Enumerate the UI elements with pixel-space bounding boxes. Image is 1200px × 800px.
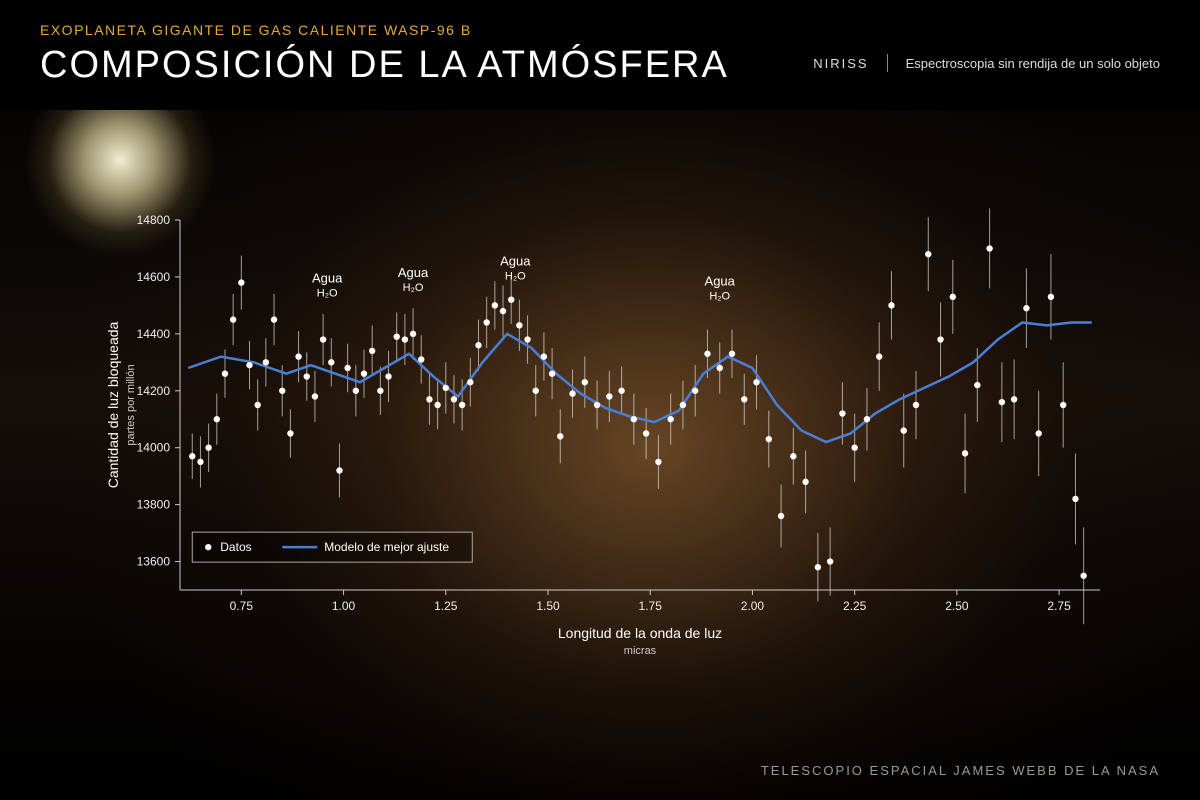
svg-text:1.75: 1.75 bbox=[639, 599, 663, 613]
header-divider bbox=[887, 54, 888, 72]
svg-text:14200: 14200 bbox=[137, 384, 171, 398]
svg-text:1.50: 1.50 bbox=[536, 599, 560, 613]
svg-text:Longitud de la onda de luz: Longitud de la onda de luz bbox=[558, 625, 722, 641]
svg-text:Cantidad de luz bloqueada: Cantidad de luz bloqueada bbox=[105, 321, 121, 488]
header-title: COMPOSICIÓN DE LA ATMÓSFERA bbox=[40, 44, 729, 87]
svg-text:1.00: 1.00 bbox=[332, 599, 356, 613]
instrument-label: NIRISS bbox=[813, 56, 868, 71]
footer-credit: TELESCOPIO ESPACIAL JAMES WEBB DE LA NAS… bbox=[761, 763, 1160, 778]
svg-text:partes por millón: partes por millón bbox=[125, 364, 137, 445]
svg-text:14400: 14400 bbox=[137, 327, 171, 341]
svg-text:Agua: Agua bbox=[500, 254, 531, 269]
svg-text:14000: 14000 bbox=[137, 441, 171, 455]
method-label: Espectroscopia sin rendija de un solo ob… bbox=[906, 56, 1160, 71]
svg-text:H₂O: H₂O bbox=[317, 288, 338, 300]
svg-text:Agua: Agua bbox=[705, 273, 736, 288]
svg-text:14600: 14600 bbox=[137, 270, 171, 284]
svg-text:2.75: 2.75 bbox=[1047, 599, 1071, 613]
svg-text:H₂O: H₂O bbox=[505, 271, 526, 283]
svg-text:2.00: 2.00 bbox=[741, 599, 765, 613]
svg-text:2.50: 2.50 bbox=[945, 599, 969, 613]
svg-text:14800: 14800 bbox=[137, 213, 171, 227]
header: EXOPLANETA GIGANTE DE GAS CALIENTE WASP-… bbox=[0, 0, 1200, 110]
header-subtitle: EXOPLANETA GIGANTE DE GAS CALIENTE WASP-… bbox=[40, 22, 729, 38]
svg-text:13600: 13600 bbox=[137, 555, 171, 569]
svg-text:1.25: 1.25 bbox=[434, 599, 458, 613]
svg-text:Datos: Datos bbox=[220, 540, 251, 554]
svg-text:2.25: 2.25 bbox=[843, 599, 867, 613]
spectrum-chart: 13600 13800 14000 14200 14400 14600 14800 0.75 1… bbox=[100, 200, 1120, 660]
svg-text:Modelo de mejor ajuste: Modelo de mejor ajuste bbox=[324, 540, 449, 554]
svg-text:micras: micras bbox=[624, 645, 657, 657]
svg-text:13800: 13800 bbox=[137, 498, 171, 512]
svg-text:H₂O: H₂O bbox=[709, 290, 730, 302]
svg-text:0.75: 0.75 bbox=[230, 599, 254, 613]
svg-text:Agua: Agua bbox=[398, 265, 429, 280]
svg-text:Agua: Agua bbox=[312, 271, 343, 286]
svg-text:H₂O: H₂O bbox=[403, 282, 424, 294]
